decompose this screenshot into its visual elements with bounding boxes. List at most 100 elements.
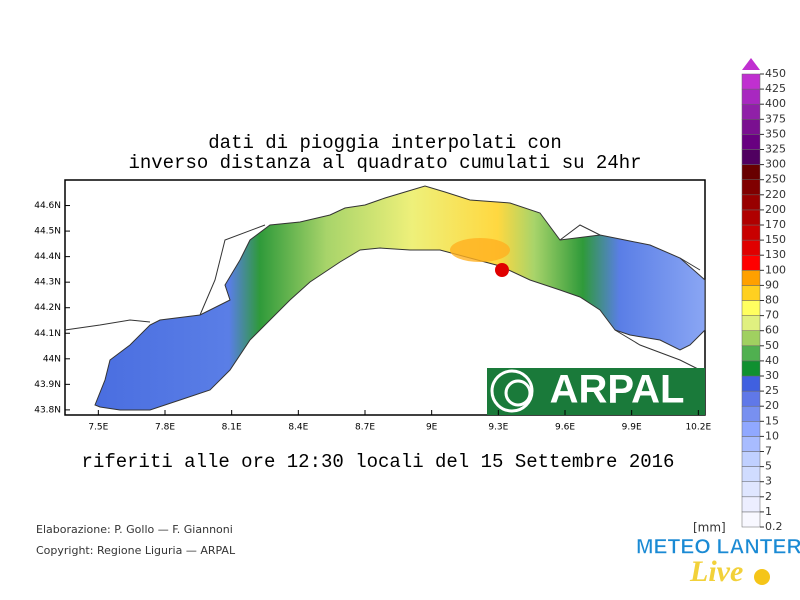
colorbar-label: 325	[765, 143, 786, 156]
arpal-text: ARPAL	[550, 368, 685, 412]
colorbar-bin	[741, 360, 761, 377]
meteo-logo: METEO LANTERNA	[636, 536, 800, 559]
colorbar-bin	[741, 179, 761, 196]
colorbar-label: 30	[765, 369, 779, 382]
x-tick-label: 9.3E	[488, 423, 508, 433]
colorbar-bin	[741, 285, 761, 301]
colorbar-bin	[741, 330, 761, 347]
x-tick-label: 10.2E	[685, 423, 711, 433]
colorbar-label: 60	[765, 324, 779, 337]
colorbar-label: 15	[765, 414, 779, 427]
colorbar-bin	[741, 390, 761, 407]
credit: Copyright: Regione Liguria — ARPAL	[36, 544, 236, 557]
colorbar-label: 0.2	[765, 520, 783, 533]
colorbar-bin	[741, 315, 761, 331]
colorbar-label: 25	[765, 384, 779, 397]
colorbar-label: 90	[765, 278, 779, 291]
title-line: dati di pioggia interpolati con	[208, 132, 561, 154]
colorbar-bin	[741, 239, 761, 256]
colorbar-label: 1	[765, 505, 772, 518]
colorbar-label: 40	[765, 354, 779, 367]
map: ARPAL	[64, 179, 706, 416]
colorbar-unit: [mm]	[693, 521, 726, 535]
colorbar-label: 350	[765, 127, 786, 140]
x-tick-label: 9.6E	[555, 423, 575, 433]
colorbar-bin	[741, 149, 761, 165]
colorbar-bin	[741, 466, 761, 482]
y-tick-label: 43.9N	[34, 380, 61, 390]
colorbar-bin	[741, 436, 761, 452]
colorbar-bin	[741, 405, 761, 422]
colorbar-bin	[741, 421, 761, 437]
colorbar-label: 10	[765, 429, 779, 442]
y-tick-label: 44.2N	[34, 303, 61, 313]
x-tick-label: 8.7E	[355, 423, 375, 433]
arpal-mark	[504, 379, 532, 407]
subtitle: riferiti alle ore 12:30 locali del 15 Se…	[82, 451, 675, 473]
colorbar-label: 220	[765, 188, 786, 201]
colorbar-label: 7	[765, 445, 772, 458]
colorbar-bin	[741, 345, 761, 362]
colorbar-bin	[741, 270, 761, 286]
colorbar-label: 150	[765, 233, 786, 246]
colorbar-label: 100	[765, 263, 786, 276]
colorbar-bin	[741, 451, 761, 467]
title-line: inverso distanza al quadrato cumulati su…	[128, 152, 641, 174]
credit: Elaborazione: P. Gollo — F. Giannoni	[36, 523, 233, 536]
colorbar-label: 3	[765, 475, 772, 488]
colorbar-bin	[741, 375, 761, 392]
colorbar-bin	[741, 103, 761, 120]
y-tick-label: 43.8N	[34, 405, 61, 415]
y-tick-label: 44.6N	[34, 201, 61, 211]
arpal-mark	[490, 369, 534, 413]
colorbar-label: 400	[765, 97, 786, 110]
colorbar-bin	[741, 88, 761, 105]
colorbar-label: 170	[765, 218, 786, 231]
colorbar-label: 200	[765, 203, 786, 216]
colorbar-bin	[741, 134, 761, 150]
y-tick-label: 44.1N	[34, 329, 61, 339]
x-tick-label: 9E	[426, 423, 438, 433]
x-tick-label: 9.9E	[622, 423, 642, 433]
colorbar-arrow	[742, 58, 760, 70]
colorbar-bin	[741, 496, 761, 513]
colorbar-bin	[741, 73, 761, 90]
arpal-logo: ARPAL	[487, 368, 705, 415]
sun-icon	[754, 569, 770, 585]
x-tick-label: 7.8E	[155, 423, 175, 433]
colorbar-bin	[741, 224, 761, 241]
y-tick-label: 44.5N	[34, 227, 61, 237]
colorbar-label: 425	[765, 82, 786, 95]
borders	[64, 224, 701, 371]
colorbar-label: 70	[765, 309, 779, 322]
colorbar-label: 2	[765, 490, 772, 503]
y-tick-label: 44N	[43, 354, 61, 364]
y-tick-label: 44.4N	[34, 252, 61, 262]
colorbar-label: 80	[765, 294, 779, 307]
y-tick-label: 44.3N	[34, 278, 61, 288]
colorbar-bin	[741, 254, 761, 271]
colorbar-bin	[741, 164, 761, 180]
x-tick-label: 8.1E	[222, 423, 242, 433]
colorbar-bin	[741, 300, 761, 316]
colorbar-label: 300	[765, 158, 786, 171]
colorbar-bin	[741, 511, 761, 528]
rain-hotspot	[450, 238, 510, 262]
colorbar-label: 50	[765, 339, 779, 352]
liguria-rainfall	[94, 185, 706, 411]
colorbar-label: 250	[765, 173, 786, 186]
colorbar-label: 130	[765, 248, 786, 261]
colorbar-label: 375	[765, 112, 786, 125]
x-tick-label: 7.5E	[88, 423, 108, 433]
colorbar-bin	[741, 194, 761, 211]
colorbar-label: 20	[765, 399, 779, 412]
colorbar-bin	[741, 119, 761, 135]
colorbar-label: 450	[765, 67, 786, 80]
x-tick-label: 8.4E	[288, 423, 308, 433]
colorbar-bin	[741, 481, 761, 498]
colorbar-bin	[741, 209, 761, 226]
live-logo: Live	[689, 555, 743, 588]
rain-peak	[495, 263, 509, 277]
colorbar-label: 5	[765, 460, 772, 473]
